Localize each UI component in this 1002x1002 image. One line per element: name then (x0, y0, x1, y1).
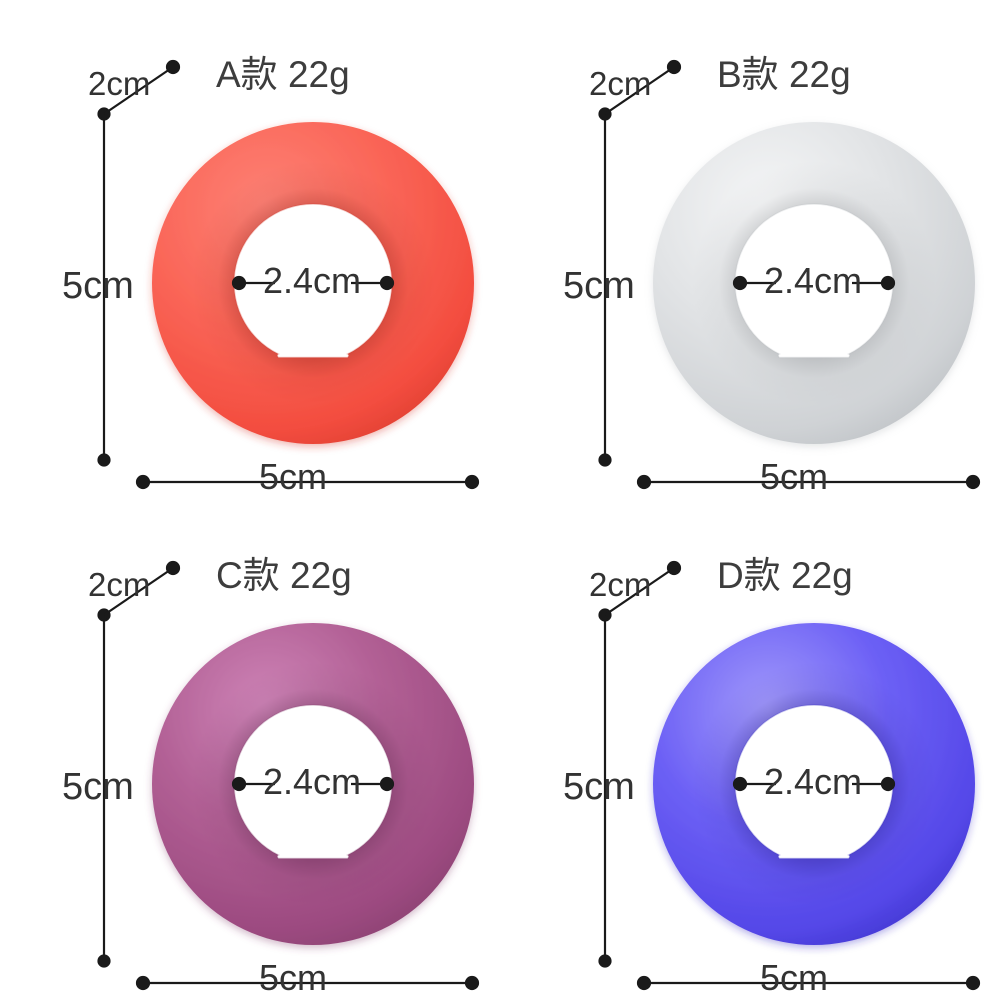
svg-text:2.4cm: 2.4cm (764, 260, 862, 301)
svg-text:5cm: 5cm (563, 265, 635, 307)
svg-text:2cm: 2cm (88, 566, 150, 603)
svg-text:2.4cm: 2.4cm (263, 761, 361, 802)
svg-text:2cm: 2cm (88, 65, 150, 102)
svg-text:C款 22g: C款 22g (216, 555, 352, 596)
svg-text:5cm: 5cm (259, 957, 327, 998)
svg-text:5cm: 5cm (563, 766, 635, 808)
svg-text:D款 22g: D款 22g (717, 555, 853, 596)
svg-text:5cm: 5cm (62, 766, 134, 808)
svg-text:5cm: 5cm (760, 957, 828, 998)
svg-text:5cm: 5cm (259, 456, 327, 497)
svg-text:A款 22g: A款 22g (216, 54, 350, 95)
svg-text:5cm: 5cm (760, 456, 828, 497)
svg-text:2cm: 2cm (589, 566, 651, 603)
svg-text:5cm: 5cm (62, 265, 134, 307)
svg-text:B款 22g: B款 22g (717, 54, 851, 95)
svg-text:2.4cm: 2.4cm (263, 260, 361, 301)
svg-text:2cm: 2cm (589, 65, 651, 102)
svg-text:2.4cm: 2.4cm (764, 761, 862, 802)
